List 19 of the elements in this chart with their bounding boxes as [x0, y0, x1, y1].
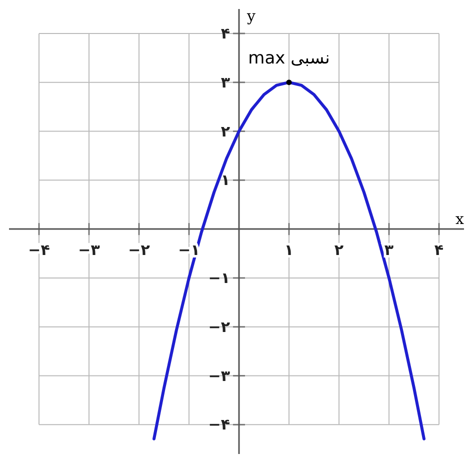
y-tick-label: −۴	[208, 416, 230, 434]
x-tick-label: ۳	[384, 241, 394, 260]
y-tick-label: ۲	[220, 122, 230, 140]
x-tick-label: ۱	[284, 241, 294, 260]
x-tick-label: −۳	[78, 241, 100, 260]
x-tick-label: −۲	[128, 241, 150, 260]
x-tick-label: ۴	[434, 241, 444, 260]
x-tick-label: ۲	[334, 241, 344, 260]
x-tick-label: −۴	[28, 241, 50, 260]
y-tick-label: −۳	[208, 366, 230, 385]
x-axis-title: x	[456, 210, 465, 228]
y-tick-label: ۳	[220, 73, 230, 92]
y-tick-label: −۲	[208, 318, 230, 336]
annotation: max نسبی	[248, 48, 330, 68]
y-tick-label: ۱	[220, 171, 230, 190]
y-tick-label: −۱	[208, 268, 230, 287]
line-series	[152, 80, 426, 440]
y-axis-title: y	[246, 7, 256, 25]
y-tick-label: ۴	[220, 24, 230, 42]
